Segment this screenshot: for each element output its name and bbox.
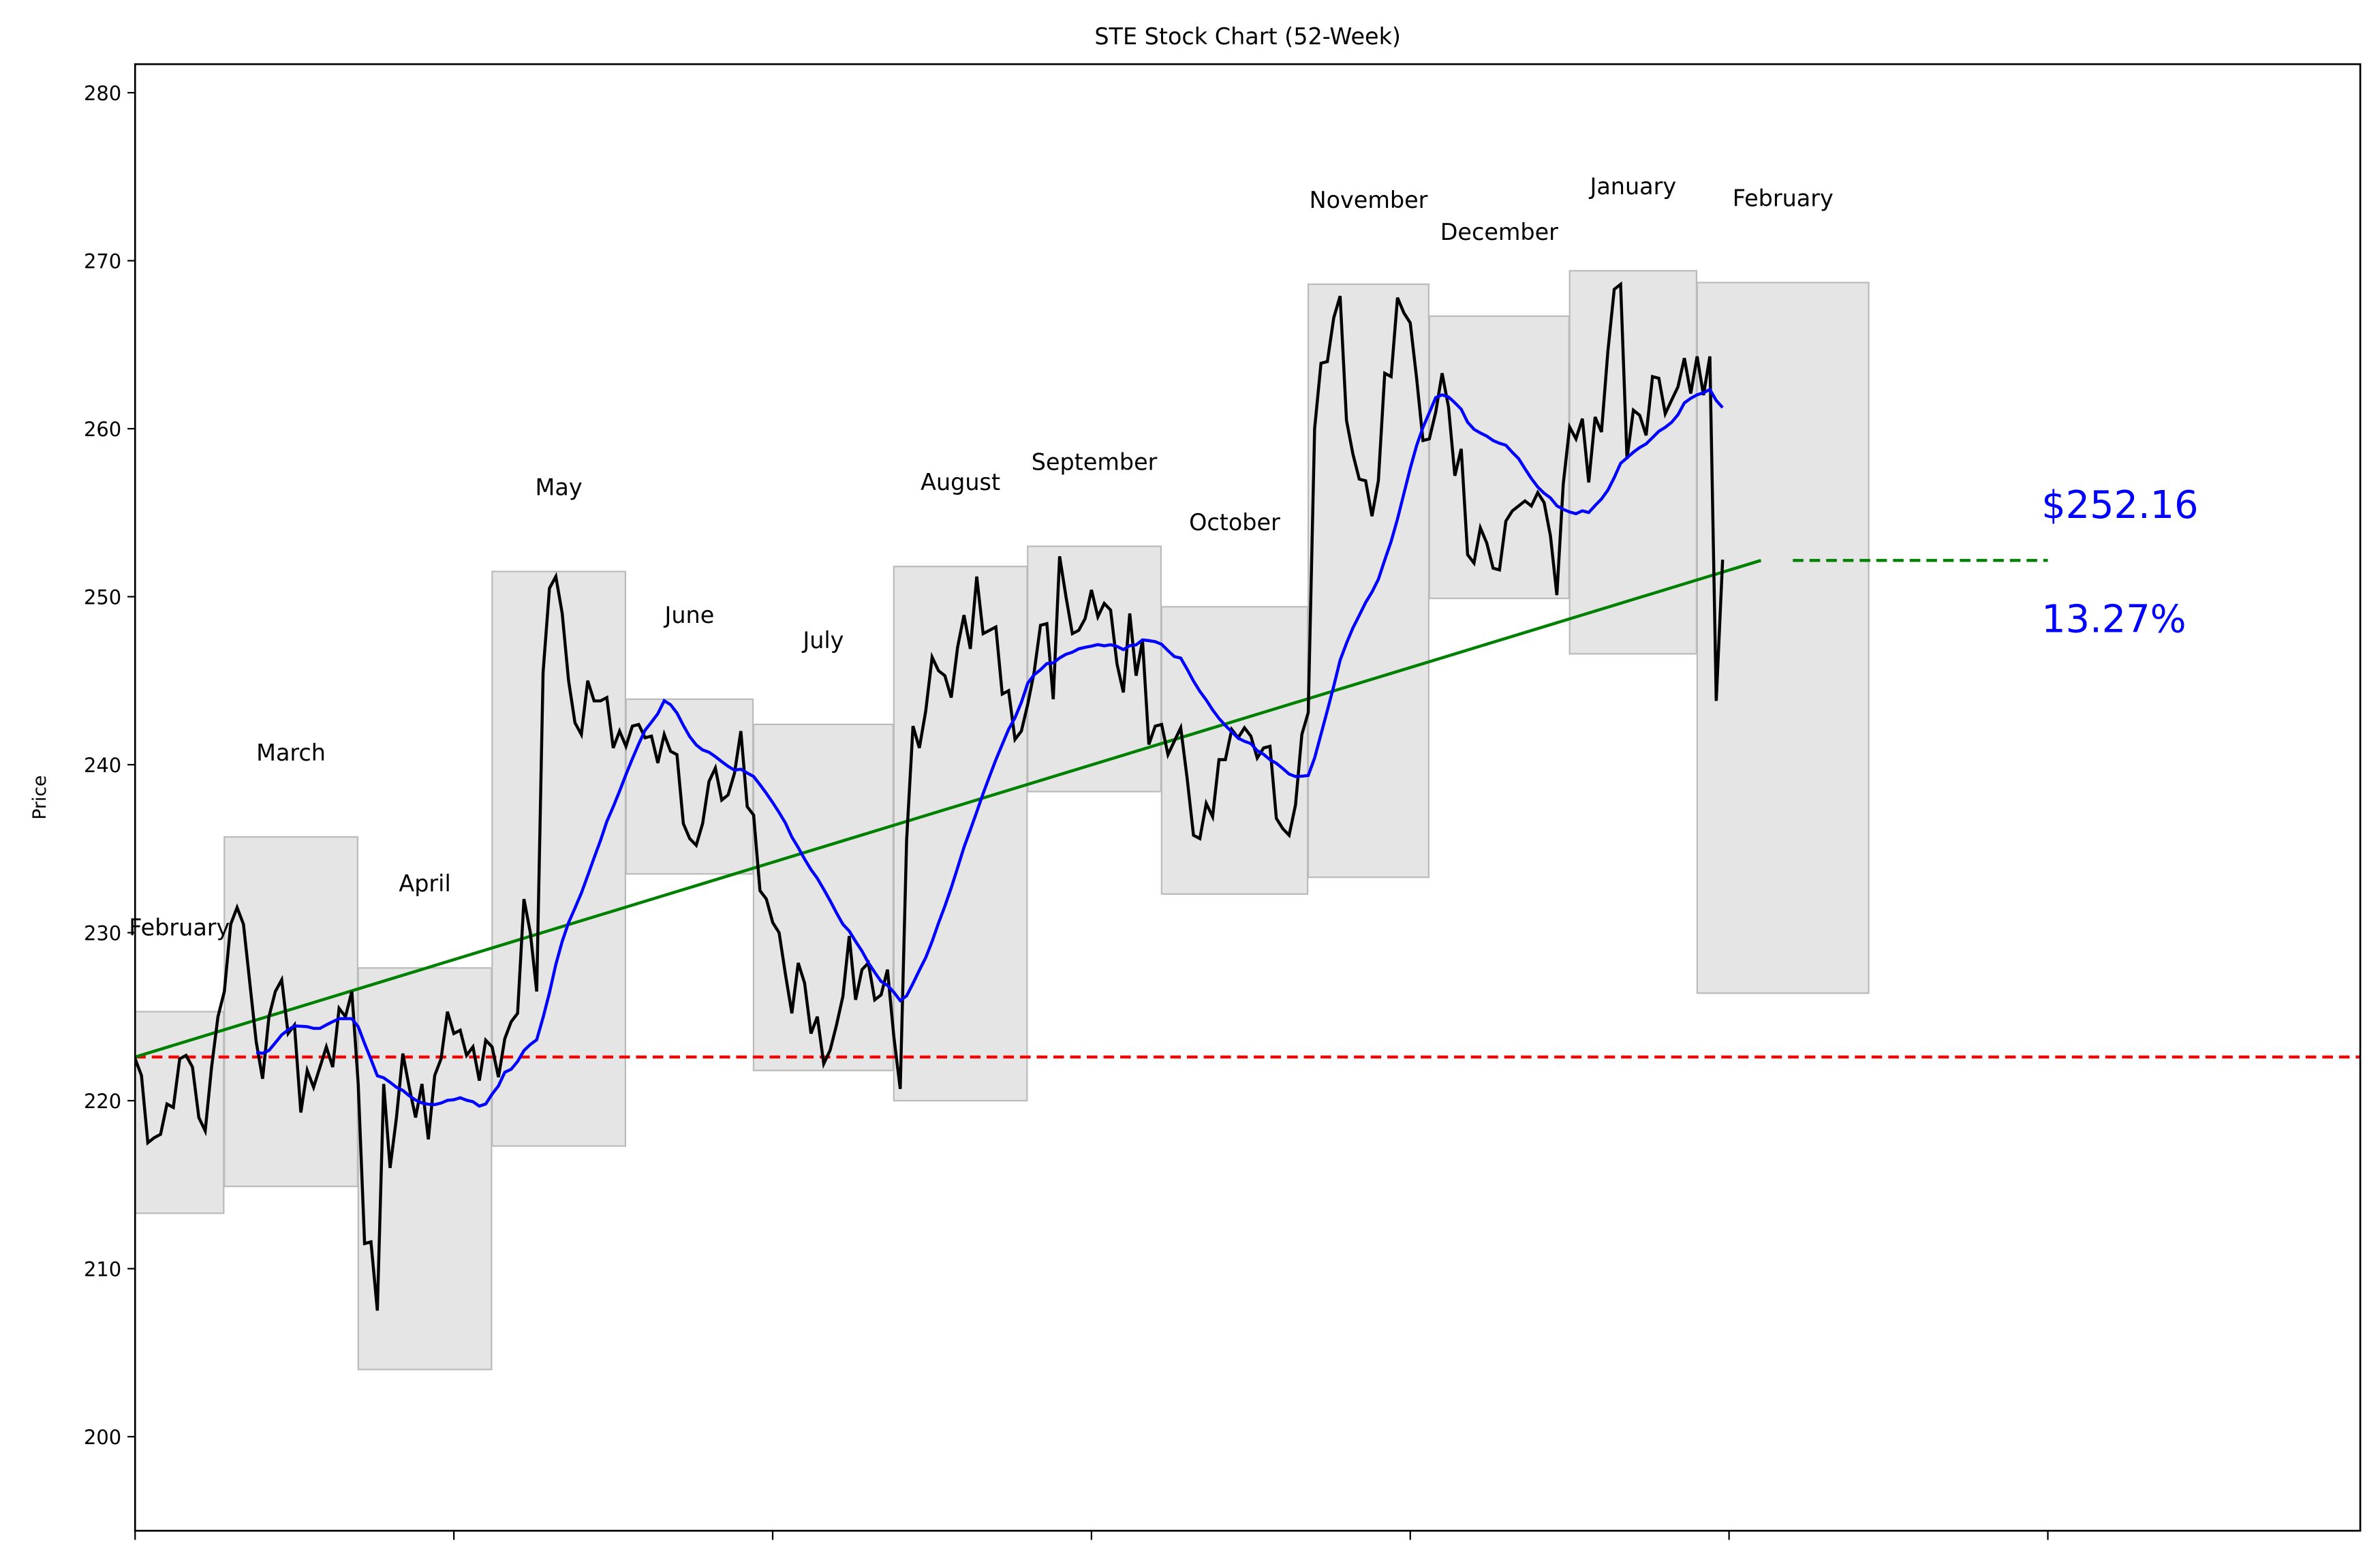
y-tick-label: 280 [84, 82, 121, 105]
month-label: February [1733, 185, 1834, 211]
month-box [1428, 315, 1570, 600]
y-tick-label: 230 [84, 922, 121, 945]
y-tick-label: 270 [84, 250, 121, 273]
month-box [1568, 270, 1698, 655]
month-label: February [129, 914, 230, 940]
month-boxes [135, 270, 1870, 1371]
percent-change-annotation: 13.27% [2041, 597, 2186, 641]
month-box [893, 566, 1028, 1102]
plot-frame [134, 63, 2362, 1532]
month-label: December [1440, 219, 1558, 245]
y-tick-label: 250 [84, 586, 121, 609]
y-tick-label: 240 [84, 754, 121, 777]
month-box [135, 1011, 225, 1214]
month-label: November [1310, 187, 1428, 213]
moving-average-line [256, 387, 1724, 1108]
chart-title: STE Stock Chart (52-Week) [1094, 23, 1401, 50]
month-label: June [664, 602, 715, 628]
month-label: July [801, 627, 844, 654]
month-labels: February March April May June July August Septe… [129, 173, 1833, 940]
month-box [1160, 606, 1309, 895]
month-box [752, 723, 894, 1071]
y-tick-label: 260 [84, 418, 121, 441]
month-label: October [1189, 509, 1280, 536]
x-axis [134, 1531, 2049, 1540]
month-label: January [1588, 173, 1676, 200]
trend-line [135, 559, 1762, 1059]
month-box [1696, 281, 1870, 994]
month-label: May [536, 474, 583, 500]
month-label: March [256, 739, 326, 766]
y-tick-label: 200 [84, 1426, 121, 1449]
y-axis-label: Price [29, 776, 50, 820]
series-lines [135, 281, 2361, 1311]
month-box [223, 836, 358, 1187]
month-label: August [921, 469, 1000, 495]
y-axis: 200 210 220 230 240 250 260 270 280 [84, 82, 136, 1449]
month-box [625, 698, 754, 875]
month-box [491, 570, 626, 1147]
price-line [135, 281, 1725, 1311]
month-box [1027, 545, 1162, 793]
current-price-annotation: $252.16 [2041, 483, 2198, 527]
month-label: September [1032, 448, 1158, 475]
y-tick-label: 220 [84, 1090, 121, 1113]
y-tick-label: 210 [84, 1258, 121, 1281]
month-box [1307, 283, 1430, 878]
month-label: April [399, 870, 450, 897]
